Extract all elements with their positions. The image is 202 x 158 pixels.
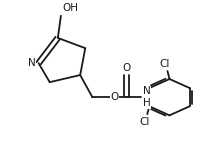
Text: Cl: Cl xyxy=(159,59,169,69)
Text: O: O xyxy=(110,92,118,102)
Text: O: O xyxy=(122,63,130,73)
Text: Cl: Cl xyxy=(139,117,149,127)
Text: N
H: N H xyxy=(142,86,150,108)
Text: N: N xyxy=(28,58,35,68)
Text: OH: OH xyxy=(62,3,78,13)
